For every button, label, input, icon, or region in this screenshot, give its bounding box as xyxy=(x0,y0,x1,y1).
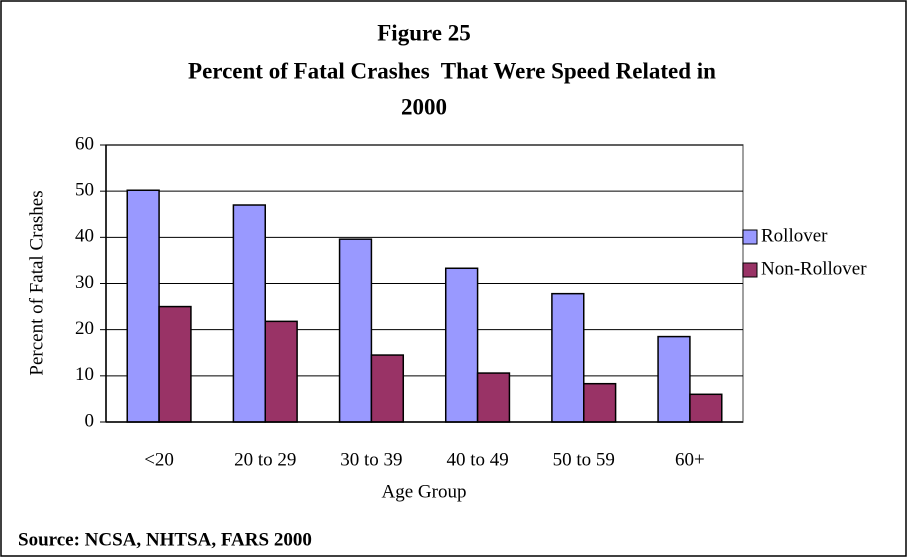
bar xyxy=(264,320,298,423)
chart-title: Percent of Fatal Crashes That Were Speed… xyxy=(188,58,716,83)
y-tick-label: 40 xyxy=(75,226,94,247)
bar xyxy=(689,393,723,423)
x-tick-label: <20 xyxy=(144,449,174,470)
bar xyxy=(370,354,405,423)
y-tick-label: 50 xyxy=(75,180,94,201)
y-tick-label: 30 xyxy=(75,272,94,293)
legend-swatch xyxy=(742,262,758,278)
bar xyxy=(338,238,373,423)
bar xyxy=(126,189,160,423)
bar xyxy=(583,382,617,423)
bar xyxy=(444,267,479,423)
x-tick-label: 60+ xyxy=(675,449,705,470)
bar xyxy=(476,372,511,423)
x-tick-label: 20 to 29 xyxy=(234,449,296,470)
y-tick-label: 20 xyxy=(75,318,94,339)
source: Source: NCSA, NHTSA, FARS 2000 xyxy=(18,529,312,550)
x-tick-label: 40 to 49 xyxy=(446,449,508,470)
bar xyxy=(158,305,192,423)
y-tick-label: 10 xyxy=(75,364,94,385)
y-axis-label: Percent of Fatal Crashes xyxy=(26,190,47,375)
legend-swatch xyxy=(742,229,758,245)
chart-title: 2000 xyxy=(401,94,447,119)
x-axis-label: Age Group xyxy=(382,481,467,502)
y-tick-label: 60 xyxy=(75,133,94,154)
bar xyxy=(551,292,585,423)
legend-label: Non-Rollover xyxy=(761,258,867,279)
chart-title: Figure 25 xyxy=(377,20,470,45)
y-tick-label: 0 xyxy=(85,410,95,431)
legend-label: Rollover xyxy=(761,225,828,246)
bar xyxy=(232,204,266,423)
x-tick-label: 30 to 39 xyxy=(340,449,402,470)
bar xyxy=(657,335,691,423)
x-tick-label: 50 to 59 xyxy=(553,449,615,470)
